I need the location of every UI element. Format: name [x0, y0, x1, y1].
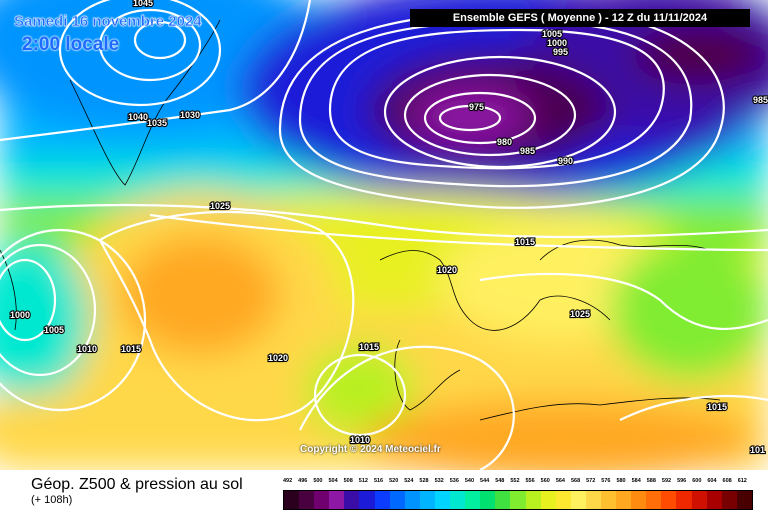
isobar-label: 1015 — [515, 237, 535, 247]
legend-value: 516 — [373, 478, 384, 484]
isobar-label: 1005 — [44, 325, 64, 335]
forecast-local-time: 2:00 locale — [22, 34, 120, 55]
legend-swatch — [465, 491, 481, 509]
isobar-label: 1020 — [437, 265, 457, 275]
forecast-date: Samedi 16 novembre 2024 — [14, 13, 202, 30]
legend-value: 532 — [434, 478, 444, 484]
isobar-label: 1000 — [547, 38, 567, 48]
parameter-title: Géop. Z500 & pression au sol — [31, 476, 243, 493]
isobar-labels: 1045 1040 1035 1030 1025 1005 1000 995 9… — [9, 0, 768, 456]
isobar-label: 1035 — [147, 118, 167, 128]
legend-value: 528 — [419, 478, 429, 484]
legend-value: 608 — [722, 478, 732, 484]
isobar-label: 1010 — [350, 435, 370, 445]
model-title: Ensemble GEFS ( Moyenne ) - 12 Z du 11/1… — [410, 9, 750, 27]
legend-swatch — [570, 491, 586, 509]
legend-value: 556 — [525, 478, 535, 484]
isobar-label: 1005 — [542, 29, 562, 39]
legend-value: 552 — [510, 478, 520, 484]
legend-swatch — [480, 491, 496, 509]
weather-map: 1045 1040 1035 1030 1025 1005 1000 995 9… — [0, 0, 768, 470]
legend-swatch — [721, 491, 737, 509]
legend-value: 540 — [464, 478, 475, 484]
legend-swatch — [284, 491, 300, 509]
legend-value: 508 — [343, 478, 353, 484]
legend-swatch — [374, 491, 390, 509]
legend-swatch — [706, 491, 722, 509]
legend-value: 564 — [555, 478, 565, 484]
legend-swatch — [359, 491, 375, 509]
legend-labels: 492 496 500 504 508 512 516 520 524 528 532 536 540 5… — [283, 478, 753, 490]
legend-value: 580 — [616, 478, 626, 484]
legend-value: 536 — [449, 478, 459, 484]
legend-value: 496 — [298, 478, 308, 484]
isobar-label: 1015 — [707, 402, 727, 412]
legend-swatch — [299, 491, 315, 509]
legend-swatch — [646, 491, 662, 509]
copyright: Copyright © 2024 Meteociel.fr — [300, 444, 441, 455]
isobar-label: 1020 — [268, 353, 288, 363]
legend-value: 568 — [570, 478, 581, 484]
legend-swatch — [314, 491, 330, 509]
isobars — [0, 0, 768, 470]
isobar-label: 980 — [497, 137, 512, 147]
legend-value: 612 — [737, 478, 747, 484]
legend-swatch — [450, 491, 466, 509]
legend-swatch — [616, 491, 632, 509]
color-legend: 492 496 500 504 508 512 516 520 524 528 532 536 540 5… — [283, 478, 753, 510]
isobar-label: 1025 — [570, 309, 590, 319]
legend-swatch — [631, 491, 647, 509]
legend-value: 560 — [540, 478, 550, 484]
legend-swatch — [736, 491, 752, 509]
legend-value: 492 — [283, 478, 293, 484]
lead-time: (+ 108h) — [31, 494, 73, 506]
legend-value: 548 — [495, 478, 505, 484]
legend-value: 500 — [313, 478, 323, 484]
isobar-label: 1015 — [359, 342, 379, 352]
isobar-label: 1000 — [10, 310, 30, 320]
isobar-label: 1040 — [128, 112, 148, 122]
legend-swatch — [404, 491, 420, 509]
legend-swatch — [585, 491, 601, 509]
legend-swatch — [510, 491, 526, 509]
legend-swatch — [495, 491, 511, 509]
isobar-label: 1030 — [180, 110, 200, 120]
isobar-label: 1045 — [133, 0, 153, 8]
legend-swatch — [419, 491, 435, 509]
isobar-label: 1015 — [121, 344, 141, 354]
legend-value: 520 — [389, 478, 399, 484]
legend-value: 604 — [707, 478, 717, 484]
legend-swatch — [434, 491, 451, 509]
isobar-label: 1010 — [77, 344, 97, 354]
legend-swatch — [676, 491, 692, 509]
isobar-label: 1025 — [210, 201, 230, 211]
legend-value: 596 — [677, 478, 687, 484]
legend-value: 544 — [480, 478, 490, 484]
legend-value: 600 — [692, 478, 702, 484]
legend-swatch — [389, 491, 405, 509]
legend-value: 572 — [586, 478, 596, 484]
legend-value: 512 — [358, 478, 368, 484]
legend-value: 576 — [601, 478, 611, 484]
isobar-label: 101 — [750, 445, 765, 455]
legend-swatch — [600, 491, 617, 509]
legend-swatch — [329, 491, 345, 509]
legend-swatch — [525, 491, 541, 509]
legend-bar — [283, 490, 753, 510]
legend-value: 524 — [404, 478, 414, 484]
legend-value: 588 — [646, 478, 656, 484]
isobar-label: 985 — [520, 146, 535, 156]
isobar-label: 995 — [553, 47, 568, 57]
legend-value: 584 — [631, 478, 641, 484]
isobar-label: 985 — [753, 95, 768, 105]
legend-swatch — [555, 491, 571, 509]
isobar-label: 975 — [469, 102, 484, 112]
legend-value: 592 — [661, 478, 672, 484]
legend-swatch — [661, 491, 677, 509]
isobar-label: 990 — [558, 156, 573, 166]
legend-swatch — [691, 491, 707, 509]
legend-swatch — [540, 491, 556, 509]
legend-value: 504 — [328, 478, 338, 484]
legend-swatch — [344, 491, 360, 509]
